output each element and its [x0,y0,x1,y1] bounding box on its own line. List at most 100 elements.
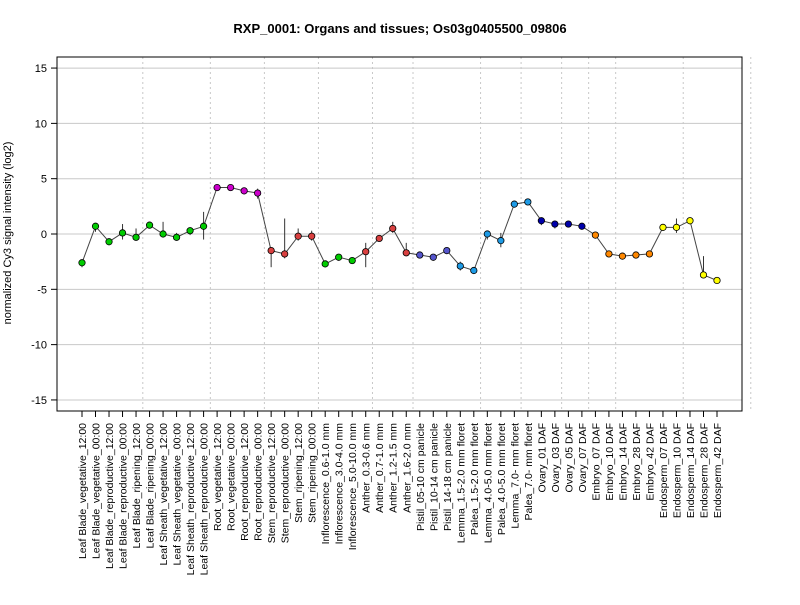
x-tick-label: Embryo_07 DAF [590,423,602,501]
x-tick-label: Embryo_42 DAF [644,423,656,501]
x-tick-label: Inflorescence_5.0-10.0 mm [347,423,359,550]
x-tick-label: Endosperm_10 DAF [672,423,684,518]
x-tick-label: Anther_0.7-1.0 mm [374,423,386,513]
x-tick-label: Anther_1.2-1.5 mm [388,423,400,513]
data-point [605,250,613,258]
x-tick-label: Leaf Blade_vegetative_12:00 [77,423,89,559]
x-tick-label: Palea_4.0-5.0 mm floret [496,423,508,535]
y-tick-label: -10 [31,340,47,352]
x-tick-label: Embryo_28 DAF [631,423,643,501]
data-point [645,250,654,258]
x-tick-label: Pistil_14-18 cm panicle [442,423,454,531]
data-point [375,234,383,243]
x-tick-label: Ovary_01 DAF [536,423,548,492]
x-tick-label: Leaf Sheath_vegetative_00:00 [172,423,184,566]
data-point [389,224,397,233]
data-point [497,237,505,245]
data-point [267,246,275,255]
data-point [321,260,329,268]
x-tick-label: Endosperm_14 DAF [685,423,697,518]
plot-frame [56,56,743,412]
y-axis-label: normalized Cy3 signal intensity (log2) [2,142,14,325]
x-tick-label: Embryo_14 DAF [617,423,629,501]
x-tick-label: Ovary_03 DAF [550,423,562,492]
data-point [632,251,640,259]
data-point [713,276,721,285]
y-tick-label: 10 [35,118,47,130]
data-point [186,227,194,235]
x-tick-label: Inflorescence_3.0-4.0 mm [334,423,346,545]
data-point [672,223,681,231]
y-tick-label: -5 [37,284,47,296]
x-tick-label: Lemma_1.5-2.0 mm floret [455,423,467,543]
data-point [294,232,302,240]
data-point [429,253,437,261]
data-point [443,246,451,255]
x-tick-label: Anther_1.6-2.0 mm [401,423,413,513]
data-point [456,262,464,270]
x-tick-label: Leaf Sheath_vegetative_12:00 [158,423,170,566]
x-tick-label: Root_reproductive_12:00 [239,423,251,541]
data-point [348,256,356,265]
data-point [254,189,262,197]
data-point [335,253,343,261]
x-tick-label: Pistil_05-10 cm panicle [415,423,427,531]
data-point [699,271,708,279]
x-tick-label: Lemma_7.0- mm floret [509,423,521,529]
data-point [227,183,235,192]
y-tick-label: 15 [35,63,47,75]
data-point [686,217,694,225]
x-tick-label: Leaf Sheath_reproductive_12:00 [185,423,197,576]
data-point [578,222,586,230]
data-point [308,232,316,240]
data-point [591,231,600,239]
x-tick-label: Root_vegetative_00:00 [226,423,238,531]
grid-layer [57,67,742,401]
data-point [537,217,545,225]
y-tick-label: 0 [41,229,47,241]
x-tick-label: Endosperm_28 DAF [699,423,711,518]
data-point [132,233,140,241]
chart-title: RXP_0001: Organs and tissues; Os03g04055… [233,21,566,36]
x-tick-label: Ovary_07 DAF [577,423,589,492]
x-tick-label: Root_reproductive_00:00 [253,423,265,541]
data-point [118,229,127,237]
group-separators [142,57,752,411]
data-point [510,200,518,208]
x-tick-label: Leaf Blade_reproductive_00:00 [118,423,130,569]
data-point [416,251,424,259]
data-point [483,230,491,238]
data-point [240,187,248,195]
data-point [564,220,572,228]
data-point [172,233,181,241]
x-tick-label: Palea_1.5-2.0 mm floret [469,423,481,535]
x-tick-label: Stem_reproductive_12:00 [266,423,278,543]
x-tick-label: Leaf Blade_ripening_00:00 [145,423,157,549]
x-tick-label: Leaf Blade_vegetative_00:00 [91,423,103,559]
x-tick-label: Leaf Sheath_reproductive_00:00 [199,423,211,576]
x-tick-label: Endosperm_07 DAF [658,423,670,518]
data-point [105,238,113,246]
y-tick-label: 5 [41,174,47,186]
x-tick-label: Leaf Blade_ripening_12:00 [131,423,143,549]
x-tick-label: Stem_ripening_00:00 [307,423,319,523]
data-points [78,183,721,285]
x-tick-label: Pistil_10-14 cm panicle [428,423,440,531]
data-point [470,266,478,275]
data-point [362,248,370,256]
axes [51,56,743,417]
data-point [524,198,532,206]
y-tick-label: -15 [31,395,47,407]
data-point [145,221,154,229]
x-tick-label: Leaf Blade_reproductive_12:00 [104,423,116,569]
x-tick-label: Palea_7.0- mm floret [523,423,535,521]
x-tick-label: Embryo_10 DAF [604,423,616,501]
data-point [159,230,167,238]
x-tick-label: Inflorescence_0.6-1.0 mm [320,423,332,545]
x-tick-labels: Leaf Blade_vegetative_12:00 Leaf Blade_ve… [77,423,724,576]
data-point [78,259,86,267]
data-point [213,183,221,192]
data-point [659,223,667,231]
data-point [281,250,289,258]
